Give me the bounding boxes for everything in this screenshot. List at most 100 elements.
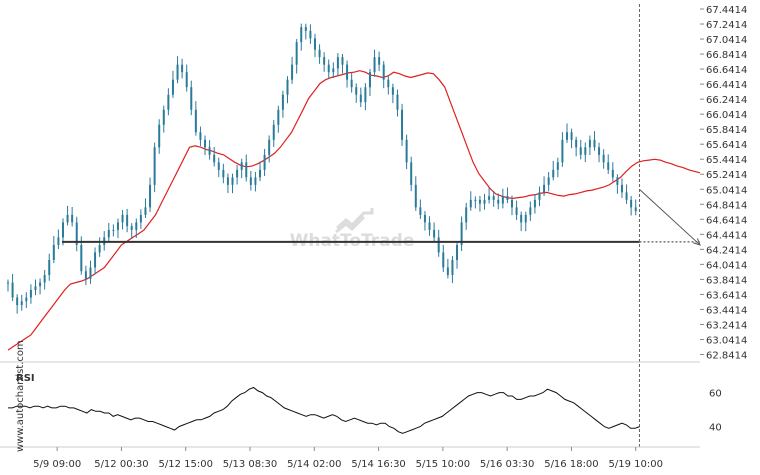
candle-body	[176, 64, 179, 80]
candle-body	[291, 64, 294, 80]
candle-body	[313, 38, 316, 50]
price-tick-label: 64.6414	[706, 215, 747, 226]
candle-body	[153, 147, 156, 185]
candle-body	[327, 64, 330, 73]
rsi-tick-label: 60	[709, 389, 722, 400]
candle-body	[396, 94, 399, 110]
candle-body	[364, 87, 367, 103]
rsi-tick-label: 40	[709, 423, 722, 434]
candle-body	[158, 124, 161, 148]
candle-body	[552, 169, 555, 178]
candle-body	[451, 259, 454, 275]
candle-body	[249, 177, 252, 185]
candle-body	[277, 109, 280, 125]
price-tick-label: 63.2414	[706, 320, 747, 331]
candle-body	[355, 87, 358, 95]
candle-body	[240, 162, 243, 170]
candle-body	[492, 196, 495, 200]
candle-body	[588, 139, 591, 148]
candle-body	[126, 214, 129, 227]
candle-body	[71, 214, 74, 223]
candle-body	[378, 57, 381, 65]
candle-body	[511, 199, 514, 208]
candle-body	[204, 139, 207, 148]
price-tick-label: 62.8414	[706, 350, 747, 361]
candle-body	[469, 199, 472, 208]
candle-body	[20, 301, 23, 306]
candle-body	[34, 286, 37, 291]
x-tick-label: 5/9 09:00	[33, 459, 81, 470]
candle-body	[300, 27, 303, 43]
candle-body	[598, 147, 601, 155]
candle-body	[254, 177, 257, 185]
x-tick-label: 5/14 16:30	[351, 459, 405, 470]
price-tick-label: 65.6414	[706, 140, 747, 151]
price-tick-label: 64.8414	[706, 200, 747, 211]
price-tick-label: 66.0414	[706, 110, 747, 121]
candle-body	[433, 229, 436, 238]
candle-body	[579, 147, 582, 155]
candle-body	[520, 214, 523, 223]
candle-body	[488, 196, 491, 200]
candle-body	[162, 109, 165, 125]
candle-body	[368, 72, 371, 88]
candle-body	[29, 290, 32, 298]
price-tick-label: 64.0414	[706, 260, 747, 271]
candle-body	[75, 222, 78, 245]
candle-body	[456, 244, 459, 260]
candle-body	[501, 196, 504, 204]
candle-body	[94, 252, 97, 268]
candle-body	[16, 297, 19, 306]
candle-body	[199, 132, 202, 140]
candle-body	[478, 199, 481, 204]
candle-body	[167, 94, 170, 110]
candle-body	[48, 259, 51, 275]
candle-body	[465, 207, 468, 223]
candle-body	[607, 162, 610, 170]
candle-body	[39, 282, 42, 287]
price-tick-label: 67.0414	[706, 35, 747, 46]
candle-body	[428, 222, 431, 230]
candle-body	[98, 244, 101, 253]
price-tick-label: 65.8414	[706, 125, 747, 136]
candle-body	[570, 132, 573, 140]
candle-body	[506, 196, 509, 200]
candle-body	[593, 139, 596, 148]
watermark: WhatToTrade	[290, 208, 414, 251]
candle-body	[547, 177, 550, 185]
x-tick-label: 5/12 15:00	[159, 459, 213, 470]
candle-body	[89, 267, 92, 279]
candle-body	[350, 79, 353, 88]
price-tick-label: 63.6414	[706, 290, 747, 301]
candle-body	[373, 57, 376, 73]
candle-body	[213, 154, 216, 163]
candle-body	[391, 87, 394, 95]
candle-body	[497, 199, 500, 204]
x-tick-label: 5/16 03:30	[480, 459, 534, 470]
candle-body	[382, 64, 385, 80]
candles	[7, 23, 637, 314]
candle-body	[171, 79, 174, 95]
candle-body	[625, 192, 628, 200]
price-tick-label: 67.4414	[706, 5, 747, 16]
forecast-arrow-shaft	[639, 188, 701, 246]
side-credit: www.autochartist.com	[15, 340, 26, 452]
candle-body	[43, 274, 46, 283]
candle-body	[66, 214, 69, 223]
candle-body	[304, 27, 307, 31]
candle-body	[194, 109, 197, 133]
candle-body	[208, 147, 211, 155]
x-tick-label: 5/12 00:30	[94, 459, 148, 470]
candle-body	[7, 282, 9, 284]
candle-body	[460, 222, 463, 245]
candle-body	[222, 169, 225, 178]
candle-body	[259, 169, 262, 178]
candle-body	[263, 154, 266, 170]
x-tick-label: 5/14 02:00	[287, 459, 341, 470]
candle-body	[52, 244, 55, 260]
candle-body	[236, 169, 239, 178]
candle-body	[634, 207, 637, 212]
candle-body	[144, 207, 147, 215]
price-tick-label: 66.6414	[706, 65, 747, 76]
